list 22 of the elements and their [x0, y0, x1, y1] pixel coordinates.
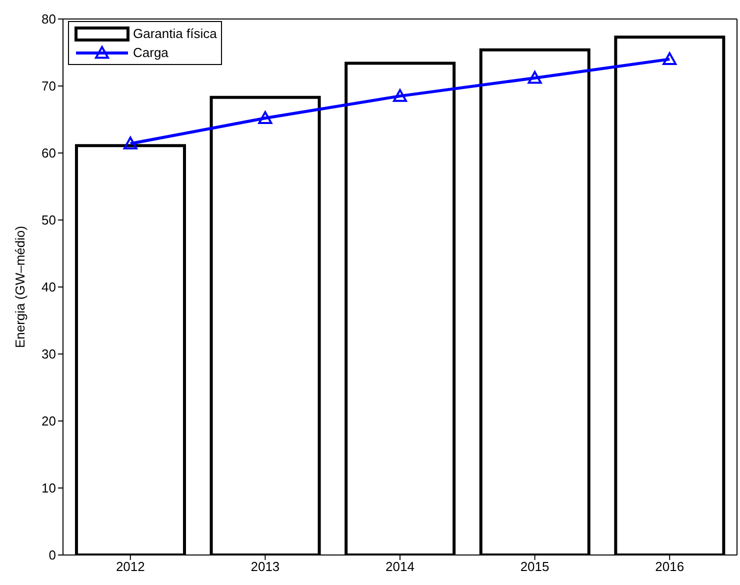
- point: [528, 70, 542, 84]
- y-tick-label: 70: [42, 78, 56, 94]
- x-tick-label: 2016: [655, 559, 684, 574]
- y-tick-label: 10: [42, 480, 56, 496]
- y-tick-label: 30: [42, 346, 56, 362]
- legend-label: Carga: [133, 45, 168, 60]
- y-tick-label: 60: [42, 146, 56, 161]
- x-tick-label: 2014: [386, 559, 414, 574]
- y-tick-label: 0: [48, 548, 56, 563]
- y-tick-label: 80: [42, 12, 56, 27]
- point: [258, 111, 272, 124]
- y-axis-title: Energia (GW–médio): [12, 226, 28, 348]
- x-tick-label: 2013: [250, 559, 280, 574]
- legend-label: Garantia física: [133, 26, 217, 41]
- y-tick-label: 20: [42, 414, 56, 429]
- point: [393, 89, 407, 102]
- point: [123, 136, 138, 150]
- x-tick-label: 2015: [520, 559, 550, 574]
- x-tick-label: 2012: [116, 559, 145, 574]
- y-tick-label: 40: [42, 280, 56, 295]
- point: [662, 52, 677, 65]
- y-tick-label: 50: [42, 212, 56, 228]
